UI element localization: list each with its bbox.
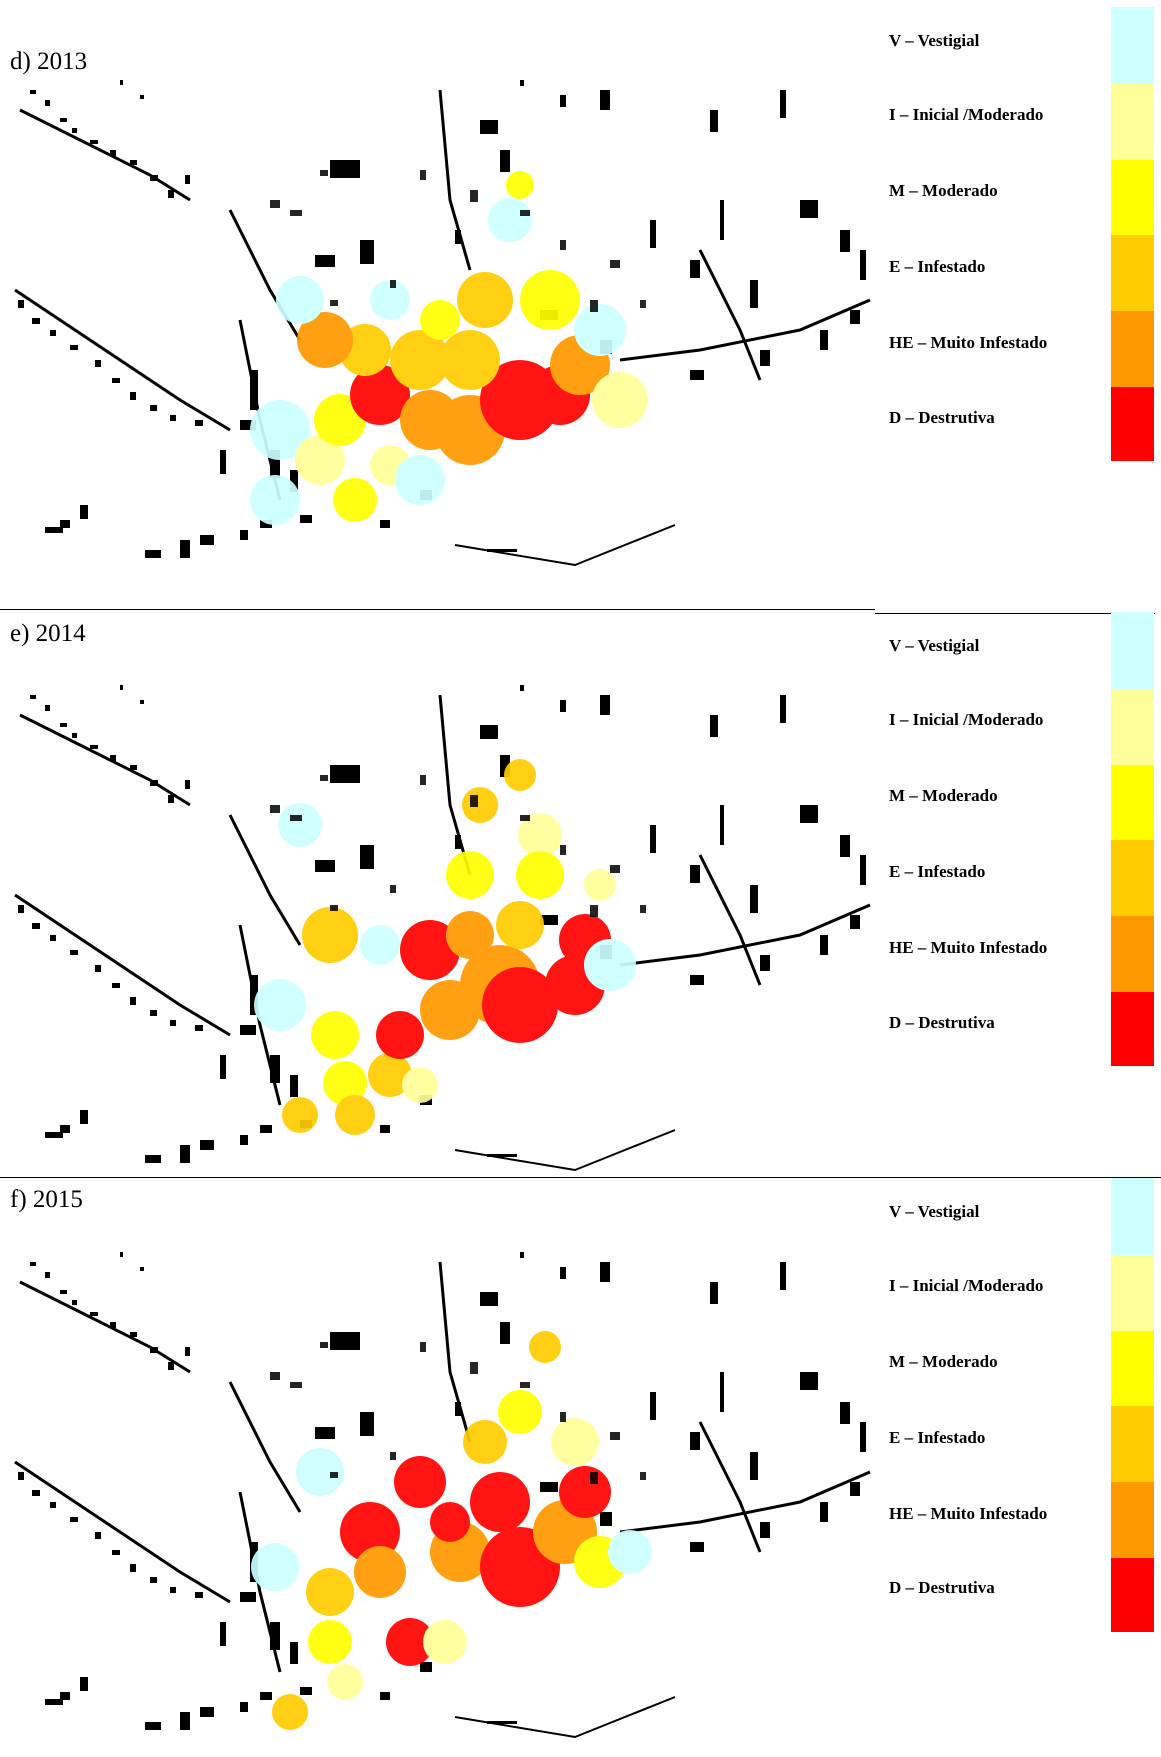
legend-swatch-d [1111, 992, 1154, 1066]
infestation-map [13, 78, 872, 567]
legend-swatch-v [1111, 7, 1154, 84]
legend-swatch-he [1111, 1482, 1154, 1558]
legend-label-i: I – Inicial /Moderado [889, 710, 1044, 729]
panel-title: f) 2015 [10, 1186, 83, 1213]
legend-swatch-m [1111, 765, 1154, 840]
legend-label-v: V – Vestigial [889, 31, 980, 50]
legend-label-m: M – Moderado [889, 1352, 998, 1371]
legend-swatch-v [1111, 612, 1154, 689]
legend-label-v: V – Vestigial [889, 636, 980, 655]
legend-label-d: D – Destrutiva [889, 1578, 995, 1597]
legend-label-e: E – Infestado [889, 1428, 986, 1447]
legend-swatch-e [1111, 840, 1154, 916]
legend-label-m: M – Moderado [889, 181, 998, 200]
legend-swatch-i [1111, 1255, 1154, 1331]
map-panel-2013: d) 2013 V – Vestigial I – Inicial /Moder… [0, 0, 1161, 585]
legend-swatch-i [1111, 84, 1154, 160]
legend-label-d: D – Destrutiva [889, 408, 995, 427]
legend-swatch-e [1111, 1406, 1154, 1482]
infestation-map [13, 683, 872, 1172]
legend-label-he: HE – Muito Infestado [889, 938, 1048, 957]
legend-label-i: I – Inicial /Moderado [889, 105, 1044, 124]
panel-title: d) 2013 [10, 48, 88, 75]
legend-swatch-v [1111, 1178, 1154, 1255]
legend-swatch-m [1111, 160, 1154, 235]
map-panel-2014: e) 2014 V – Vestigial I – Inicial /Moder… [0, 605, 1161, 1190]
legend-swatch-m [1111, 1331, 1154, 1406]
map-panel-2015: f) 2015 V – Vestigial I – Inicial /Moder… [0, 1172, 1161, 1757]
legend-swatch-e [1111, 235, 1154, 311]
legend-label-e: E – Infestado [889, 257, 986, 276]
legend-swatch-he [1111, 311, 1154, 387]
legend-label-e: E – Infestado [889, 862, 986, 881]
legend-label-d: D – Destrutiva [889, 1013, 995, 1032]
legend-swatch-he [1111, 916, 1154, 992]
infestation-map [13, 1250, 872, 1739]
panel-title: e) 2014 [10, 620, 86, 647]
legend-label-he: HE – Muito Infestado [889, 333, 1048, 352]
legend-label-he: HE – Muito Infestado [889, 1504, 1048, 1523]
legend-swatch-d [1111, 387, 1154, 461]
legend-label-i: I – Inicial /Moderado [889, 1276, 1044, 1295]
legend-label-v: V – Vestigial [889, 1202, 980, 1221]
panel-divider [875, 613, 1155, 614]
panel-divider [0, 1177, 1161, 1178]
legend-swatch-i [1111, 689, 1154, 765]
legend-label-m: M – Moderado [889, 786, 998, 805]
panel-divider [0, 609, 875, 610]
legend-swatch-d [1111, 1558, 1154, 1632]
